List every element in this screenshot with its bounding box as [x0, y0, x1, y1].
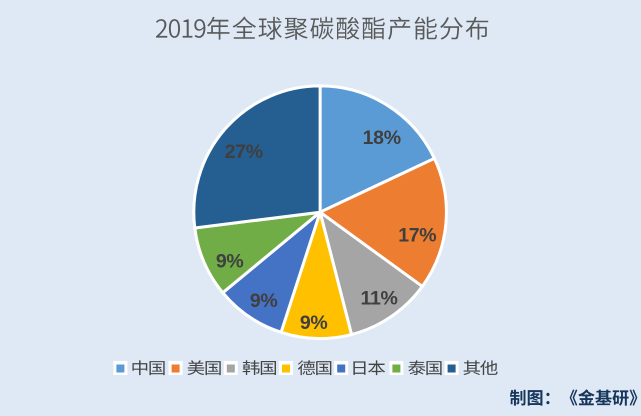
svg-text:11%: 11% [360, 287, 397, 309]
svg-text:27%: 27% [225, 141, 263, 163]
svg-text:9%: 9% [250, 290, 278, 312]
svg-text:9%: 9% [216, 251, 244, 273]
svg-text:9%: 9% [300, 312, 328, 334]
svg-text:17%: 17% [398, 225, 436, 247]
svg-text:18%: 18% [363, 127, 401, 149]
